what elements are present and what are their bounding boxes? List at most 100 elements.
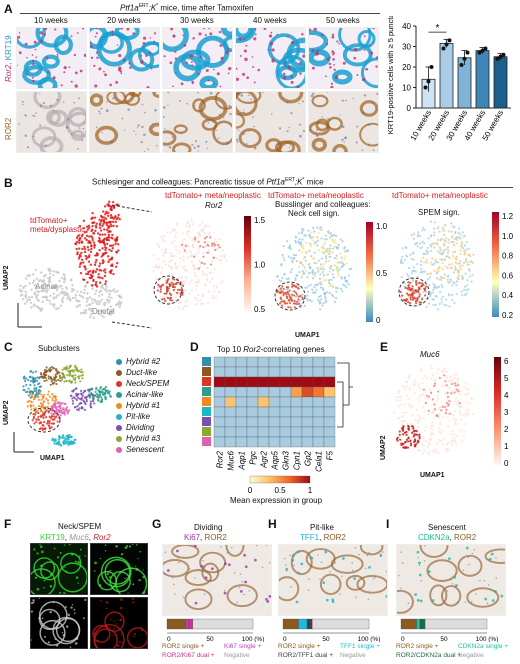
heatmap-cell xyxy=(213,356,226,368)
heatmap-cell xyxy=(301,416,314,428)
umap-point xyxy=(296,287,300,290)
ror2-puncta xyxy=(228,66,232,71)
umap-point xyxy=(465,292,468,295)
krt19-duct xyxy=(141,41,159,57)
umap-point xyxy=(95,222,98,225)
umap-point xyxy=(405,385,408,388)
nucleus xyxy=(299,134,302,138)
ror2-puncta xyxy=(311,49,315,52)
krt19-duct xyxy=(267,33,301,65)
umap-point xyxy=(104,246,107,249)
krt19-duct xyxy=(53,34,73,56)
umap-point xyxy=(48,367,52,370)
umap-point xyxy=(290,293,294,296)
umap-point xyxy=(84,389,87,393)
umap-point xyxy=(76,290,79,293)
signal-dot xyxy=(126,544,129,548)
heatmap-cell xyxy=(301,426,314,438)
umap-point xyxy=(105,211,108,215)
krt19-duct xyxy=(360,57,378,88)
umap-point xyxy=(345,279,349,282)
umap-point xyxy=(116,289,119,293)
umap-point xyxy=(433,451,437,454)
ror2-puncta xyxy=(216,72,220,76)
nucleus xyxy=(487,584,490,586)
signal-dot xyxy=(142,591,146,594)
umap-point xyxy=(433,382,437,385)
umap-point xyxy=(448,386,451,389)
ror2-puncta xyxy=(254,33,257,36)
umap-point xyxy=(164,251,168,254)
umap-point xyxy=(422,417,425,420)
umap-point xyxy=(89,400,92,403)
data-point xyxy=(498,54,503,59)
marker-positive-cell xyxy=(291,554,295,557)
umap-point xyxy=(413,440,416,444)
umap-point xyxy=(408,387,411,390)
ror2-puncta xyxy=(302,54,305,58)
umap-point xyxy=(340,276,343,279)
krt19-duct xyxy=(114,28,140,41)
nucleus xyxy=(316,134,319,137)
umap-point xyxy=(430,411,433,414)
marker-positive-cell xyxy=(239,590,243,593)
ror2-puncta xyxy=(26,56,28,59)
umap-point xyxy=(83,237,87,240)
umap-point xyxy=(303,266,306,269)
nucleus xyxy=(202,560,205,562)
ror2-puncta xyxy=(376,56,378,59)
signal-dot xyxy=(109,627,111,629)
group-color-swatch xyxy=(202,407,211,416)
umap-point xyxy=(98,248,101,252)
umap-point xyxy=(289,296,292,299)
nucleus xyxy=(243,593,245,596)
umap-point xyxy=(98,218,101,222)
umap-point xyxy=(30,288,33,291)
umap-point xyxy=(117,213,120,217)
gland-structure xyxy=(92,624,111,643)
ror2-puncta xyxy=(172,35,175,38)
umap-point xyxy=(61,375,65,378)
umap-point xyxy=(291,261,294,264)
umap-point xyxy=(44,283,47,286)
nucleus xyxy=(163,106,166,109)
umap-point xyxy=(66,434,70,437)
group-color-swatch xyxy=(202,377,211,386)
umap-point xyxy=(325,300,328,304)
umap-point xyxy=(120,301,123,304)
heatmap-cell xyxy=(246,406,259,418)
umap-point xyxy=(70,381,73,384)
umap-point xyxy=(103,288,106,291)
umap-point xyxy=(468,253,471,256)
umap-point xyxy=(333,233,336,237)
umap-point xyxy=(439,421,442,424)
umap-point xyxy=(188,292,191,295)
umap-point xyxy=(214,248,217,251)
ror2-puncta xyxy=(253,81,256,84)
colorbar-tick: 2 xyxy=(504,425,509,434)
umap-point xyxy=(421,377,424,380)
umap-point xyxy=(102,238,105,242)
umap-point xyxy=(412,292,416,295)
umap-point xyxy=(298,271,301,274)
panel-b-red-label: tdTomato+ meta/dysplastic xyxy=(30,216,86,234)
umap-point xyxy=(294,276,297,280)
umap-point xyxy=(201,293,204,296)
umap-point xyxy=(84,268,87,271)
umap-point xyxy=(53,442,56,445)
marker-positive-cell xyxy=(322,581,326,585)
nucleus xyxy=(141,103,144,106)
bar-axis-tick: 0 xyxy=(401,636,405,642)
umap-point xyxy=(34,410,37,413)
umap-point xyxy=(214,296,217,299)
umap-point xyxy=(467,412,470,416)
nucleus xyxy=(97,110,100,113)
heatmap-cell xyxy=(246,426,259,438)
cluster-name: Dividing xyxy=(126,423,155,432)
gene-label: Agr2 xyxy=(260,450,269,468)
heatmap-cell xyxy=(235,356,248,368)
stacked-bar-chart: 0 50 100 (%) xyxy=(279,616,387,642)
umap-point xyxy=(48,415,51,418)
ror2-puncta xyxy=(182,34,185,37)
marker-positive-cell xyxy=(385,595,387,598)
